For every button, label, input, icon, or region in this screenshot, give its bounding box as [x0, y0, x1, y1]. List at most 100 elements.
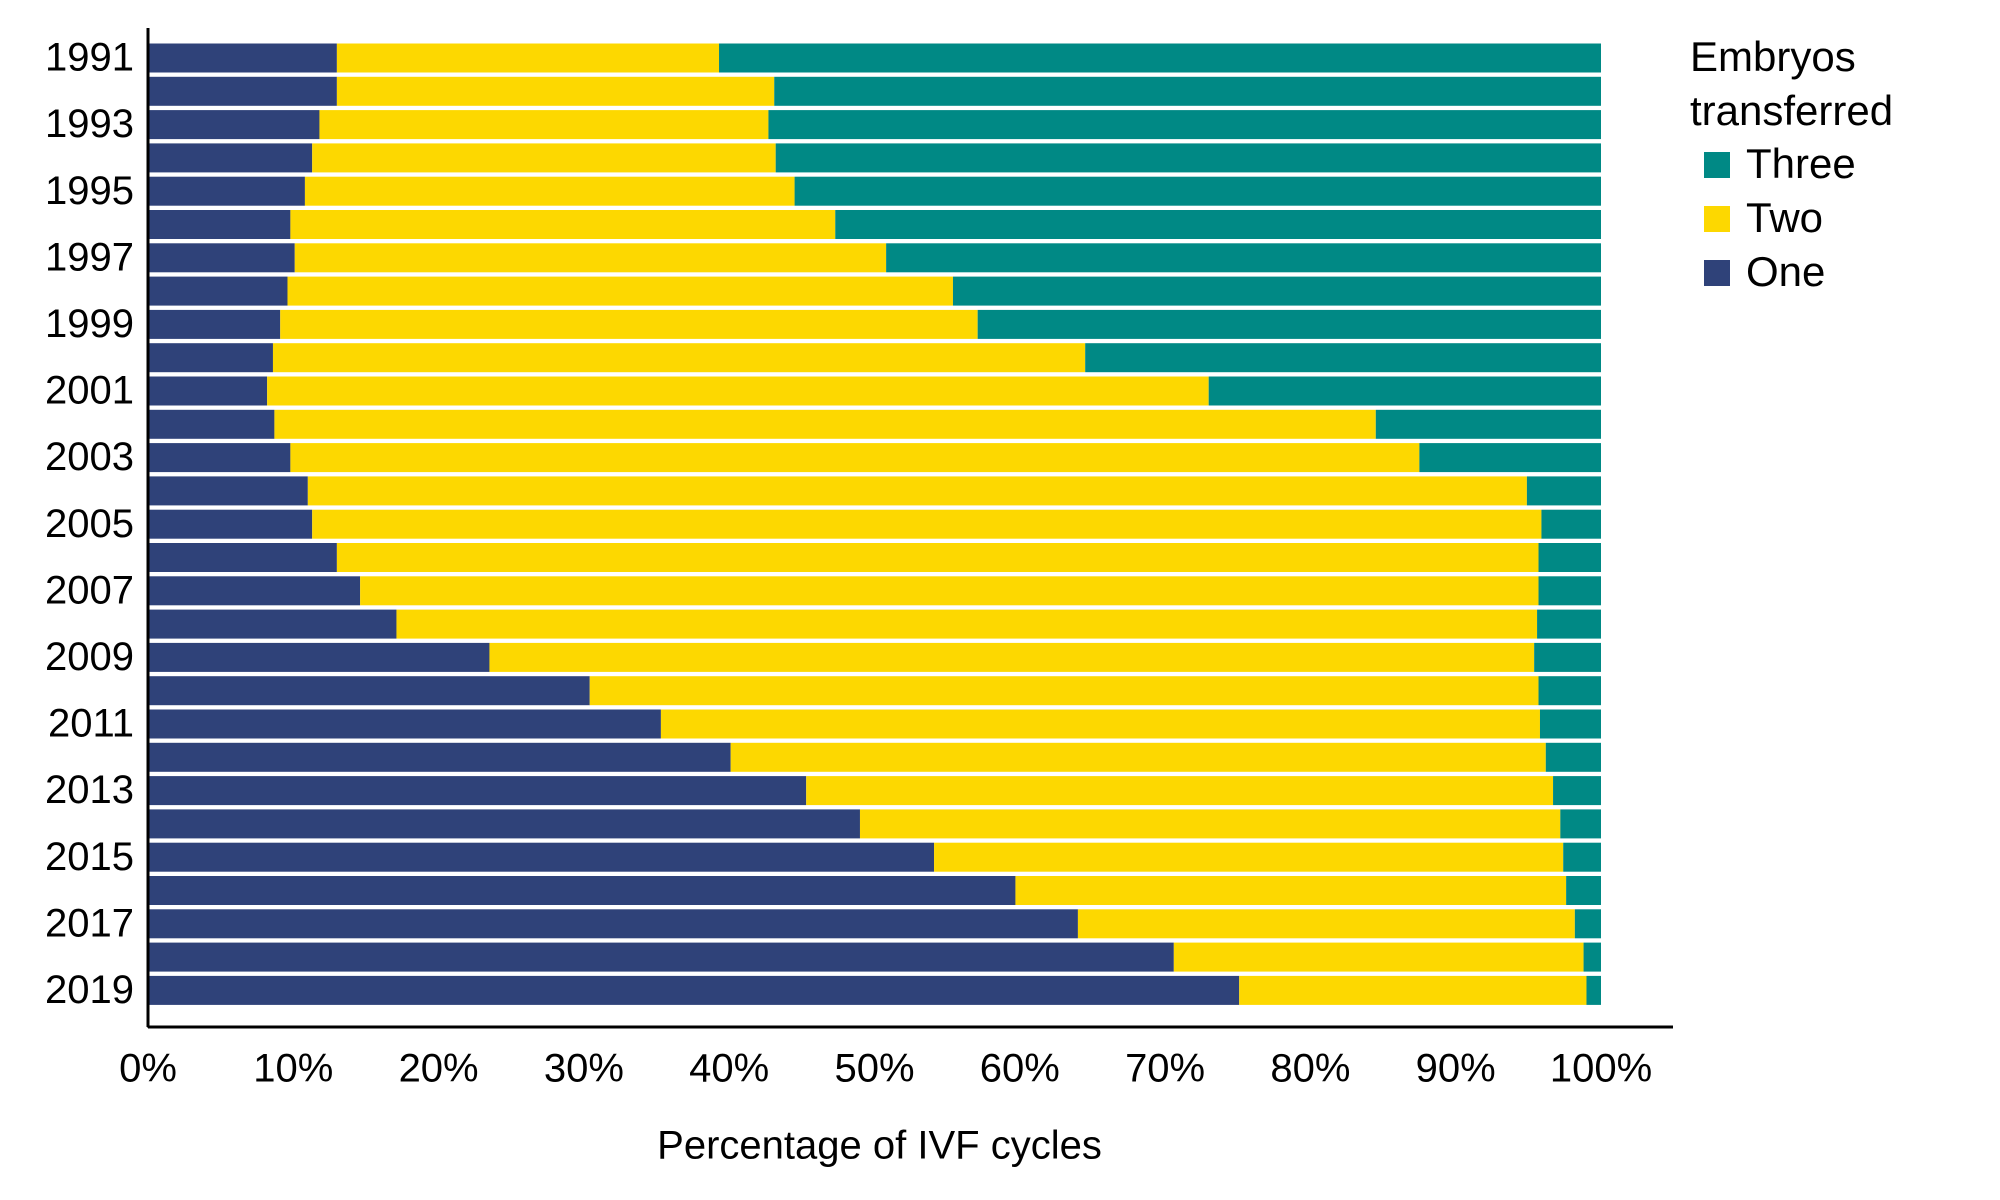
- bar-segment: [768, 110, 1601, 140]
- bar-segment: [1586, 975, 1601, 1005]
- bar-segment: [934, 842, 1564, 872]
- x-tick-label: 90%: [1416, 1047, 1496, 1091]
- bar-segment: [1015, 876, 1567, 905]
- bar-segment: [148, 876, 1016, 905]
- bar-segment: [835, 210, 1601, 239]
- bar-segment: [312, 509, 1542, 539]
- bar-segment: [660, 709, 1540, 739]
- bar-segment: [775, 143, 1601, 173]
- bar-segment: [1538, 576, 1601, 606]
- bar-segment: [1574, 909, 1601, 939]
- bar-segment: [148, 243, 295, 273]
- bar-segment: [290, 210, 836, 239]
- bar-segment: [336, 543, 1539, 572]
- bar-segment: [267, 376, 1209, 406]
- y-tick-label: 2017: [45, 901, 134, 945]
- bar-segment: [1239, 975, 1587, 1005]
- bar-segment: [148, 776, 807, 806]
- y-tick-label: 1997: [45, 235, 134, 279]
- bar-segment: [396, 609, 1538, 639]
- legend-label: One: [1746, 248, 1825, 295]
- bar-segment: [1539, 709, 1601, 739]
- x-tick-label: 30%: [544, 1047, 624, 1091]
- y-tick-label: 2005: [45, 502, 134, 546]
- bar-segment: [148, 676, 590, 706]
- bar-segment: [1538, 543, 1601, 572]
- bar-segment: [148, 809, 860, 839]
- bar-segment: [1583, 942, 1601, 972]
- bar-segment: [589, 676, 1539, 706]
- bar-segment: [1537, 609, 1601, 639]
- bar-segment: [294, 243, 887, 273]
- bar-segment: [148, 443, 291, 473]
- bar-segment: [730, 742, 1546, 772]
- bar-segment: [312, 143, 776, 173]
- bar-segment: [336, 76, 775, 106]
- y-tick-label: 1995: [45, 169, 134, 213]
- bar-segment: [1077, 909, 1575, 939]
- bar-segment: [336, 43, 720, 73]
- bar-segment: [274, 409, 1376, 439]
- y-tick-label: 2007: [45, 568, 134, 612]
- bar-segment: [1563, 842, 1601, 872]
- bar-segment: [148, 176, 305, 206]
- x-tick-label: 70%: [1125, 1047, 1205, 1091]
- bar-segment: [489, 642, 1535, 672]
- bar-segment: [148, 709, 661, 739]
- bar-segment: [148, 343, 273, 373]
- y-tick-label: 1991: [45, 36, 134, 80]
- y-tick-label: 2013: [45, 768, 134, 812]
- bar-segment: [148, 543, 337, 572]
- legend-swatch: [1704, 260, 1730, 286]
- bar-segment: [1553, 776, 1601, 806]
- bar-segment: [1538, 676, 1601, 706]
- bar-segment: [304, 176, 795, 206]
- bar-segment: [307, 476, 1527, 506]
- y-tick-label: 2009: [45, 635, 134, 679]
- x-tick-label: 80%: [1270, 1047, 1350, 1091]
- y-tick-label: 2003: [45, 435, 134, 479]
- bar-segment: [360, 576, 1539, 606]
- bar-segment: [1085, 343, 1601, 373]
- bar-segment: [1545, 742, 1601, 772]
- bar-segment: [859, 809, 1561, 839]
- bar-segment: [148, 975, 1240, 1005]
- bar-segment: [1526, 476, 1601, 506]
- legend-swatch: [1704, 152, 1730, 178]
- bar-segment: [1375, 409, 1601, 439]
- legend-label: Two: [1746, 194, 1823, 241]
- bar-segment: [148, 642, 490, 672]
- bar-segment: [886, 243, 1601, 273]
- bar-segment: [148, 43, 337, 73]
- bar-segment: [1173, 942, 1584, 972]
- bar-segment: [148, 309, 281, 339]
- bar-segment: [806, 776, 1554, 806]
- bar-segment: [1560, 809, 1601, 839]
- legend-title: Embryos transferred: [1690, 33, 1894, 134]
- bar-segment: [148, 742, 731, 772]
- bar-segment: [1566, 876, 1601, 905]
- bar-segment: [148, 476, 308, 506]
- y-tick-label: 1993: [45, 102, 134, 146]
- bar-segment: [148, 110, 320, 140]
- x-axis-title: Percentage of IVF cycles: [657, 1124, 1102, 1168]
- legend-swatch: [1704, 206, 1730, 232]
- bar-segment: [719, 43, 1601, 73]
- x-tick-label: 0%: [119, 1047, 177, 1091]
- bar-segment: [148, 509, 313, 539]
- bar-segment: [1541, 509, 1601, 539]
- bar-segment: [1208, 376, 1601, 406]
- x-tick-label: 10%: [253, 1047, 333, 1091]
- y-tick-label: 2011: [48, 702, 134, 746]
- y-tick-label: 2001: [45, 369, 134, 413]
- x-tick-label: 60%: [980, 1047, 1060, 1091]
- bar-segment: [148, 576, 361, 606]
- legend-label: Three: [1746, 140, 1856, 187]
- x-tick-label: 40%: [689, 1047, 769, 1091]
- bar-segment: [148, 409, 275, 439]
- bar-segment: [148, 210, 291, 239]
- bar-segment: [148, 376, 268, 406]
- bar-segment: [774, 76, 1601, 106]
- bar-segment: [148, 609, 397, 639]
